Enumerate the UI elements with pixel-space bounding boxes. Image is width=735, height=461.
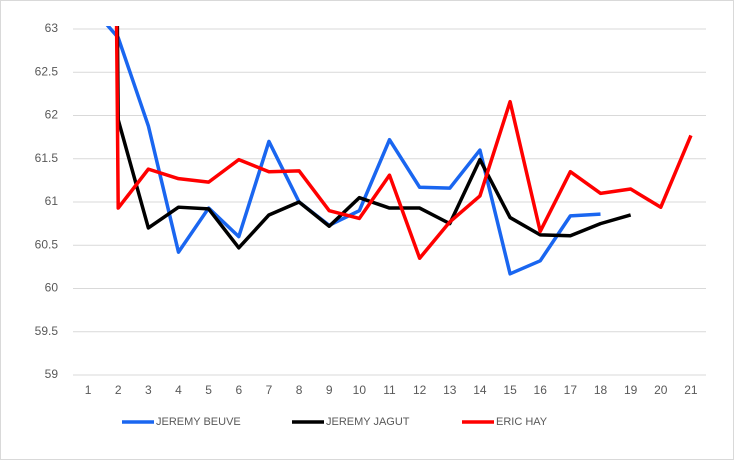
x-tick-label: 20 — [654, 383, 668, 397]
x-tick-label: 5 — [205, 383, 212, 397]
x-tick-label: 21 — [684, 383, 698, 397]
x-tick-label: 4 — [175, 383, 182, 397]
x-tick-label: 1 — [85, 383, 92, 397]
legend-label: ERIC HAY — [496, 416, 548, 428]
x-tick-label: 9 — [326, 383, 333, 397]
x-tick-label: 16 — [534, 383, 548, 397]
x-tick-label: 15 — [503, 383, 517, 397]
x-tick-label: 11 — [383, 383, 396, 397]
x-tick-label: 19 — [624, 383, 638, 397]
series-line — [115, 26, 632, 250]
y-tick-label: 61.5 — [35, 151, 59, 165]
x-tick-label: 7 — [266, 383, 273, 397]
x-tick-label: 17 — [564, 383, 578, 397]
x-tick-label: 3 — [145, 383, 152, 397]
y-tick-label: 61 — [45, 194, 59, 208]
y-tick-label: 62.5 — [35, 64, 59, 78]
plot-area — [105, 26, 693, 276]
x-tick-label: 6 — [235, 383, 242, 397]
series-line — [105, 26, 601, 276]
y-tick-label: 60 — [45, 281, 59, 295]
y-tick-label: 62 — [45, 108, 59, 122]
legend-label: JEREMY BEUVE — [156, 416, 241, 428]
y-tick-label: 59 — [45, 367, 59, 381]
x-tick-label: 10 — [353, 383, 367, 397]
y-tick-label: 60.5 — [35, 237, 59, 251]
legend-label: JEREMY JAGUT — [326, 416, 410, 428]
x-tick-label: 12 — [413, 383, 427, 397]
x-tick-label: 8 — [296, 383, 303, 397]
x-tick-label: 13 — [443, 383, 457, 397]
x-tick-label: 2 — [115, 383, 122, 397]
y-tick-label: 59.5 — [35, 324, 59, 338]
x-tick-label: 14 — [473, 383, 487, 397]
y-tick-label: 63 — [45, 21, 59, 35]
x-tick-label: 18 — [594, 383, 608, 397]
series-line — [114, 26, 693, 260]
